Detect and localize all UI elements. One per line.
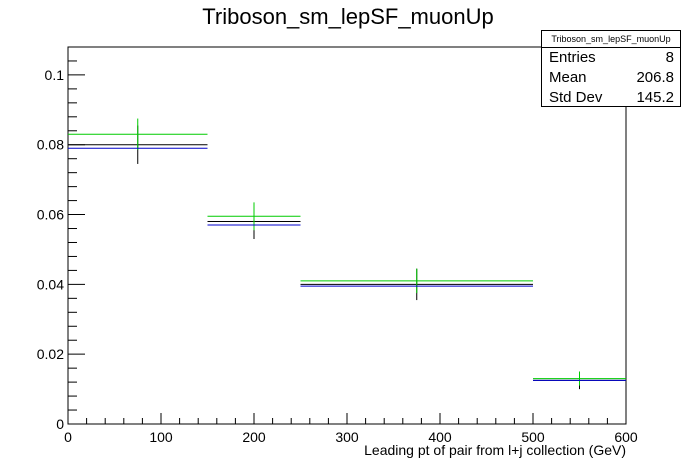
series-2 <box>68 147 626 381</box>
x-axis-label: Leading pt of pair from l+j collection (… <box>364 442 626 458</box>
chart-title: Triboson_sm_lepSF_muonUp <box>202 4 494 29</box>
stats-box: Triboson_sm_lepSF_muonUp Entries 8 Mean … <box>541 30 681 107</box>
y-tick-label: 0.08 <box>37 137 64 153</box>
series-0 <box>68 125 626 390</box>
stats-box-name: Triboson_sm_lepSF_muonUp <box>542 31 680 48</box>
y-tick-label: 0.02 <box>37 346 64 362</box>
x-tick-label: 500 <box>521 429 545 445</box>
y-tick-label: 0 <box>56 416 64 432</box>
y-tick-label: 0.04 <box>37 276 64 292</box>
stats-row-std: Std Dev 145.2 <box>542 88 680 108</box>
y-tick-label: 0.1 <box>45 67 65 83</box>
stats-row-entries: Entries 8 <box>542 48 680 68</box>
stats-std-value: 145.2 <box>636 89 674 106</box>
stats-entries-label: Entries <box>549 49 596 66</box>
series-1 <box>68 118 626 386</box>
stats-mean-value: 206.8 <box>636 69 674 86</box>
stats-entries-value: 8 <box>665 49 674 66</box>
x-tick-label: 0 <box>64 429 72 445</box>
stats-mean-label: Mean <box>549 69 587 86</box>
x-tick-label: 400 <box>428 429 452 445</box>
stats-row-mean: Mean 206.8 <box>542 68 680 88</box>
x-tick-label: 600 <box>614 429 638 445</box>
x-tick-label: 100 <box>149 429 173 445</box>
x-tick-label: 300 <box>335 429 359 445</box>
stats-std-label: Std Dev <box>549 89 603 106</box>
y-tick-label: 0.06 <box>37 207 64 223</box>
x-tick-label: 200 <box>242 429 266 445</box>
